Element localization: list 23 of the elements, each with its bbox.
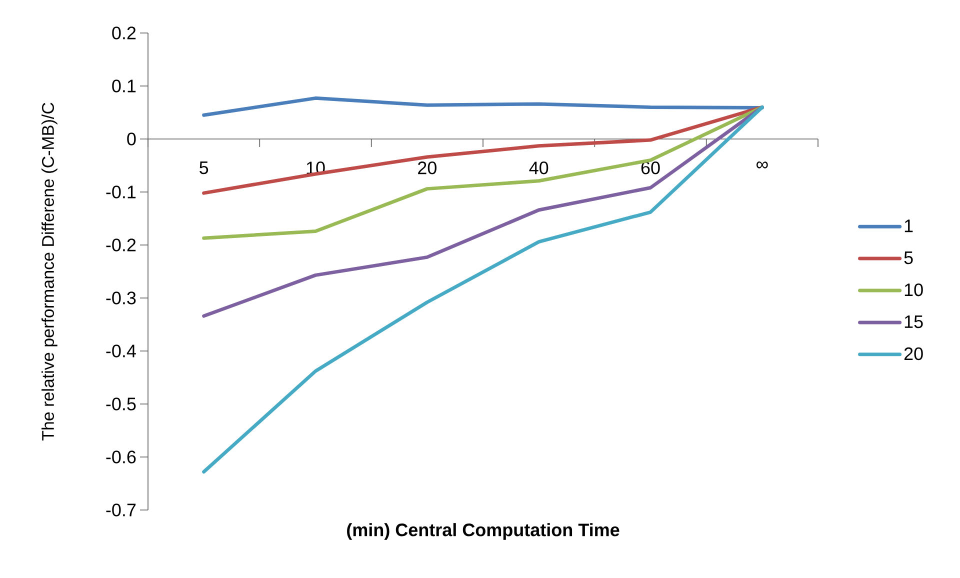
x-axis-title: (min) Central Computation Time	[347, 523, 620, 540]
legend-label: 20	[904, 347, 923, 360]
legend-label: 10	[904, 283, 923, 296]
legend-label: 5	[904, 252, 913, 264]
x-tick-label: 60	[641, 162, 660, 174]
y-tick-label: -0.2	[106, 238, 136, 252]
y-tick-label: -0.6	[106, 450, 136, 464]
y-tick-label: -0.5	[106, 398, 136, 410]
line-series	[202, 96, 764, 117]
x-tick-label: 40	[529, 162, 548, 174]
y-tick-label: -0.1	[106, 186, 136, 198]
y-tick-label: 0	[127, 132, 136, 146]
legend-label: 15	[904, 316, 923, 328]
legend-label: 1	[904, 220, 913, 232]
y-tick-label: -0.3	[106, 292, 136, 304]
y-tick-label: -0.4	[106, 344, 136, 358]
x-tick-label: ∞	[756, 162, 768, 168]
x-tick-label: 5	[200, 162, 208, 174]
y-tick-label: 0.1	[112, 80, 136, 92]
y-tick-label: -0.7	[106, 504, 136, 516]
y-axis-title: The relative performance Differene (C-MB)/C	[42, 102, 58, 441]
x-tick-label: 20	[418, 162, 436, 174]
y-tick-label: 0.2	[112, 26, 136, 40]
